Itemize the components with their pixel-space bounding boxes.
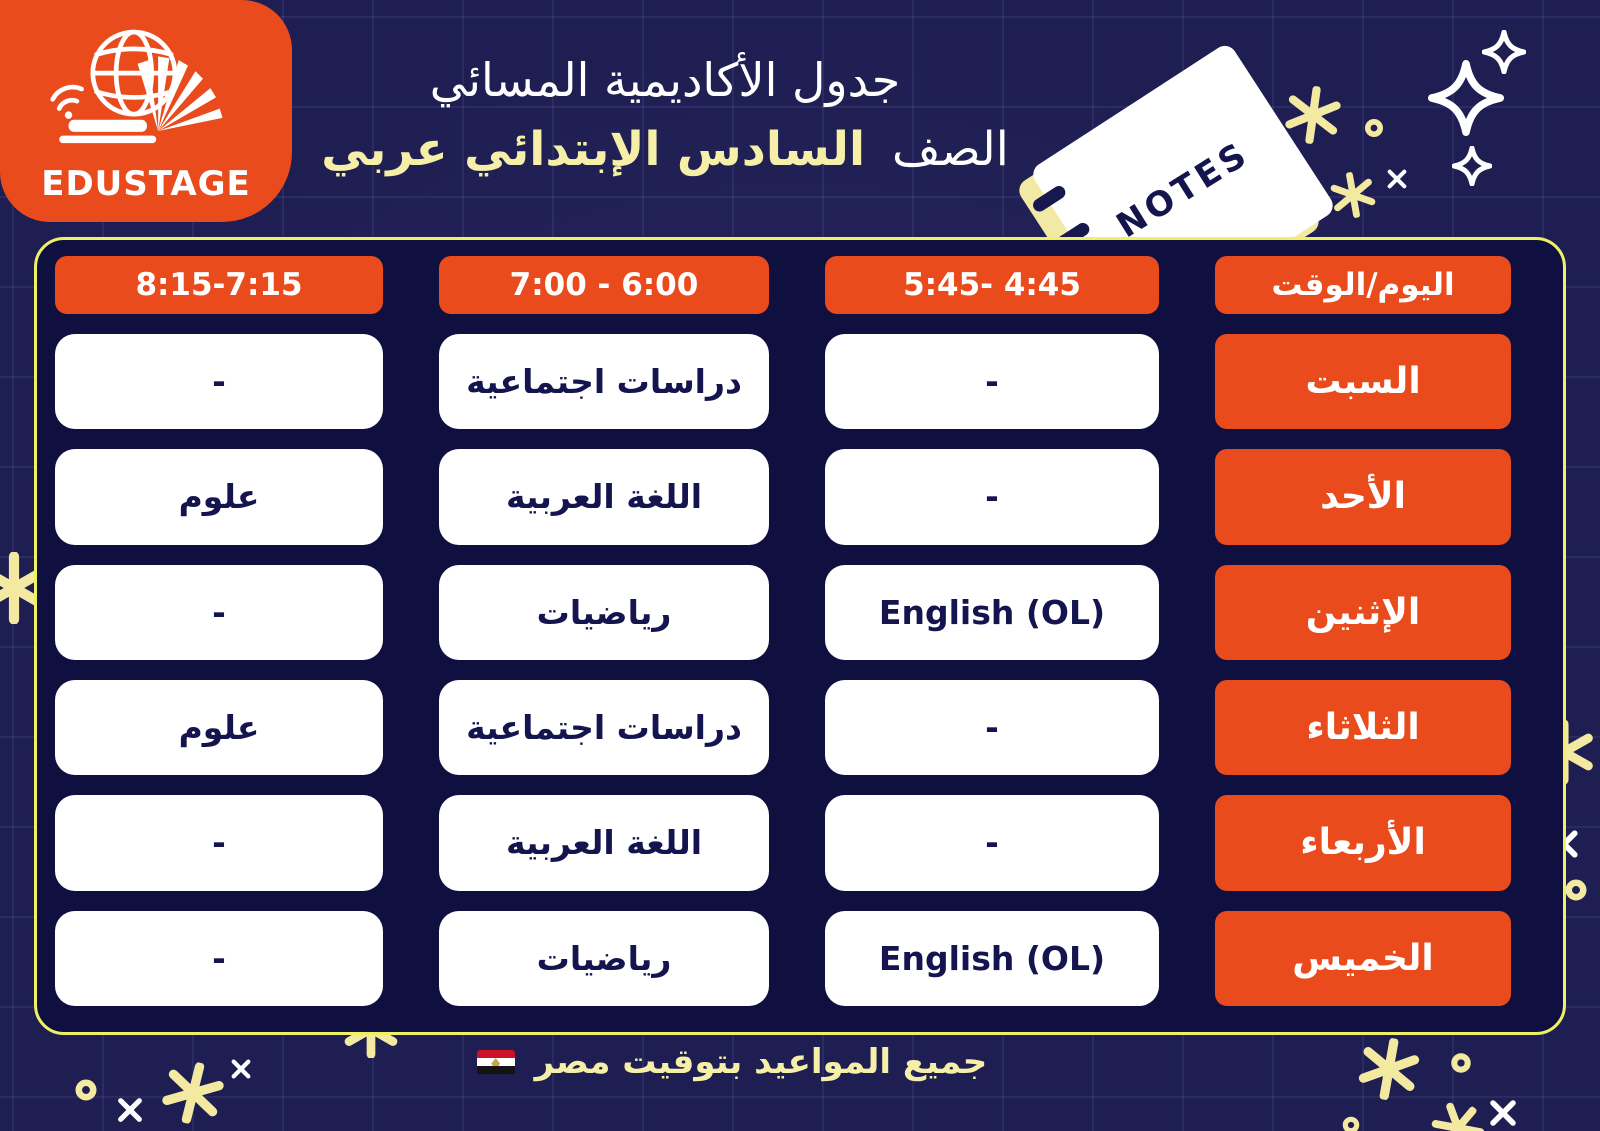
subject-cell: - xyxy=(825,334,1159,430)
day-cell-wednesday: الأربعاء xyxy=(1215,795,1511,891)
title-grade-highlight: السادس الإبتدائي عربي xyxy=(321,122,866,177)
brand-name: EDUSTAGE xyxy=(41,164,251,204)
subject-cell: علوم xyxy=(55,449,383,545)
footer-note-group: جميع المواعيد بتوقيت مصر xyxy=(476,1042,988,1082)
sparkle-cross-icon xyxy=(1488,1098,1518,1128)
egypt-flag-icon xyxy=(476,1049,515,1075)
subject-cell: - xyxy=(55,795,383,891)
day-cell-sunday: الأحد xyxy=(1215,449,1511,545)
sparkle-asterisk-icon xyxy=(1353,1033,1425,1105)
subject-cell: - xyxy=(825,680,1159,776)
notes-label: NOTES xyxy=(1109,133,1257,247)
day-cell-tuesday: الثلاثاء xyxy=(1215,680,1511,776)
subject-cell: اللغة العربية xyxy=(439,449,769,545)
header-slot-600-700: 7:00 - 6:00 xyxy=(439,256,769,314)
sparkle-cross-icon xyxy=(116,1096,144,1124)
subject-cell: - xyxy=(55,334,383,430)
sparkle-diamond-icon xyxy=(1428,60,1504,136)
page-title: جدول الأكاديمية المسائي الصف السادس الإب… xyxy=(290,48,1040,182)
timezone-note: جميع المواعيد بتوقيت مصر xyxy=(534,1042,988,1082)
sparkle-asterisk-icon xyxy=(1280,82,1346,148)
schedule-grid: اليوم/الوقت 5:45- 4:45 7:00 - 6:00 8:15-… xyxy=(55,256,1511,1006)
subject-cell: رياضيات xyxy=(439,910,769,1006)
subject-cell: - xyxy=(55,910,383,1006)
sparkle-ring-icon xyxy=(72,1076,100,1104)
sparkle-cross-icon xyxy=(230,1058,252,1080)
day-cell-monday: الإثنين xyxy=(1215,564,1511,660)
subject-cell: - xyxy=(825,795,1159,891)
title-grade-prefix: الصف xyxy=(892,122,1009,177)
sparkle-ring-icon xyxy=(1448,1050,1474,1076)
day-cell-saturday: السبت xyxy=(1215,334,1511,430)
subject-cell: دراسات اجتماعية xyxy=(439,680,769,776)
subject-cell: English (OL) xyxy=(825,910,1159,1006)
header-slot-445-545: 5:45- 4:45 xyxy=(825,256,1159,314)
schedule-table: اليوم/الوقت 5:45- 4:45 7:00 - 6:00 8:15-… xyxy=(34,237,1566,1035)
sparkle-ring-icon xyxy=(1362,116,1386,140)
subject-cell: رياضيات xyxy=(439,564,769,660)
sparkle-asterisk-icon xyxy=(155,1055,230,1130)
subject-cell: علوم xyxy=(55,680,383,776)
header-slot-715-815: 8:15-7:15 xyxy=(55,256,383,314)
sparkle-asterisk-icon xyxy=(1326,168,1379,221)
header-day-time: اليوم/الوقت xyxy=(1215,256,1511,314)
flag-emblem xyxy=(491,1058,501,1066)
sparkle-asterisk-icon xyxy=(1421,1091,1494,1131)
sparkle-diamond-icon xyxy=(1481,29,1527,75)
sparkle-ring-icon xyxy=(1562,876,1590,904)
title-line-1: جدول الأكاديمية المسائي xyxy=(429,53,901,107)
footer-note-row: جميع المواعيد بتوقيت مصر xyxy=(0,1042,1600,1082)
subject-cell: - xyxy=(55,564,383,660)
subject-cell: اللغة العربية xyxy=(439,795,769,891)
subject-cell: - xyxy=(825,449,1159,545)
edustage-logo: EDUSTAGE xyxy=(0,0,292,222)
sparkle-asterisk-icon xyxy=(0,551,50,625)
subject-cell: English (OL) xyxy=(825,564,1159,660)
globe-book-laptop-icon xyxy=(48,14,244,168)
title-line-2: الصف السادس الإبتدائي عربي xyxy=(290,118,1040,182)
sparkle-cross-icon xyxy=(1386,168,1408,190)
subject-cell: دراسات اجتماعية xyxy=(439,334,769,430)
sparkle-diamond-icon xyxy=(1451,145,1493,187)
sparkle-ring-icon xyxy=(1340,1114,1362,1131)
day-cell-thursday: الخميس xyxy=(1215,910,1511,1006)
